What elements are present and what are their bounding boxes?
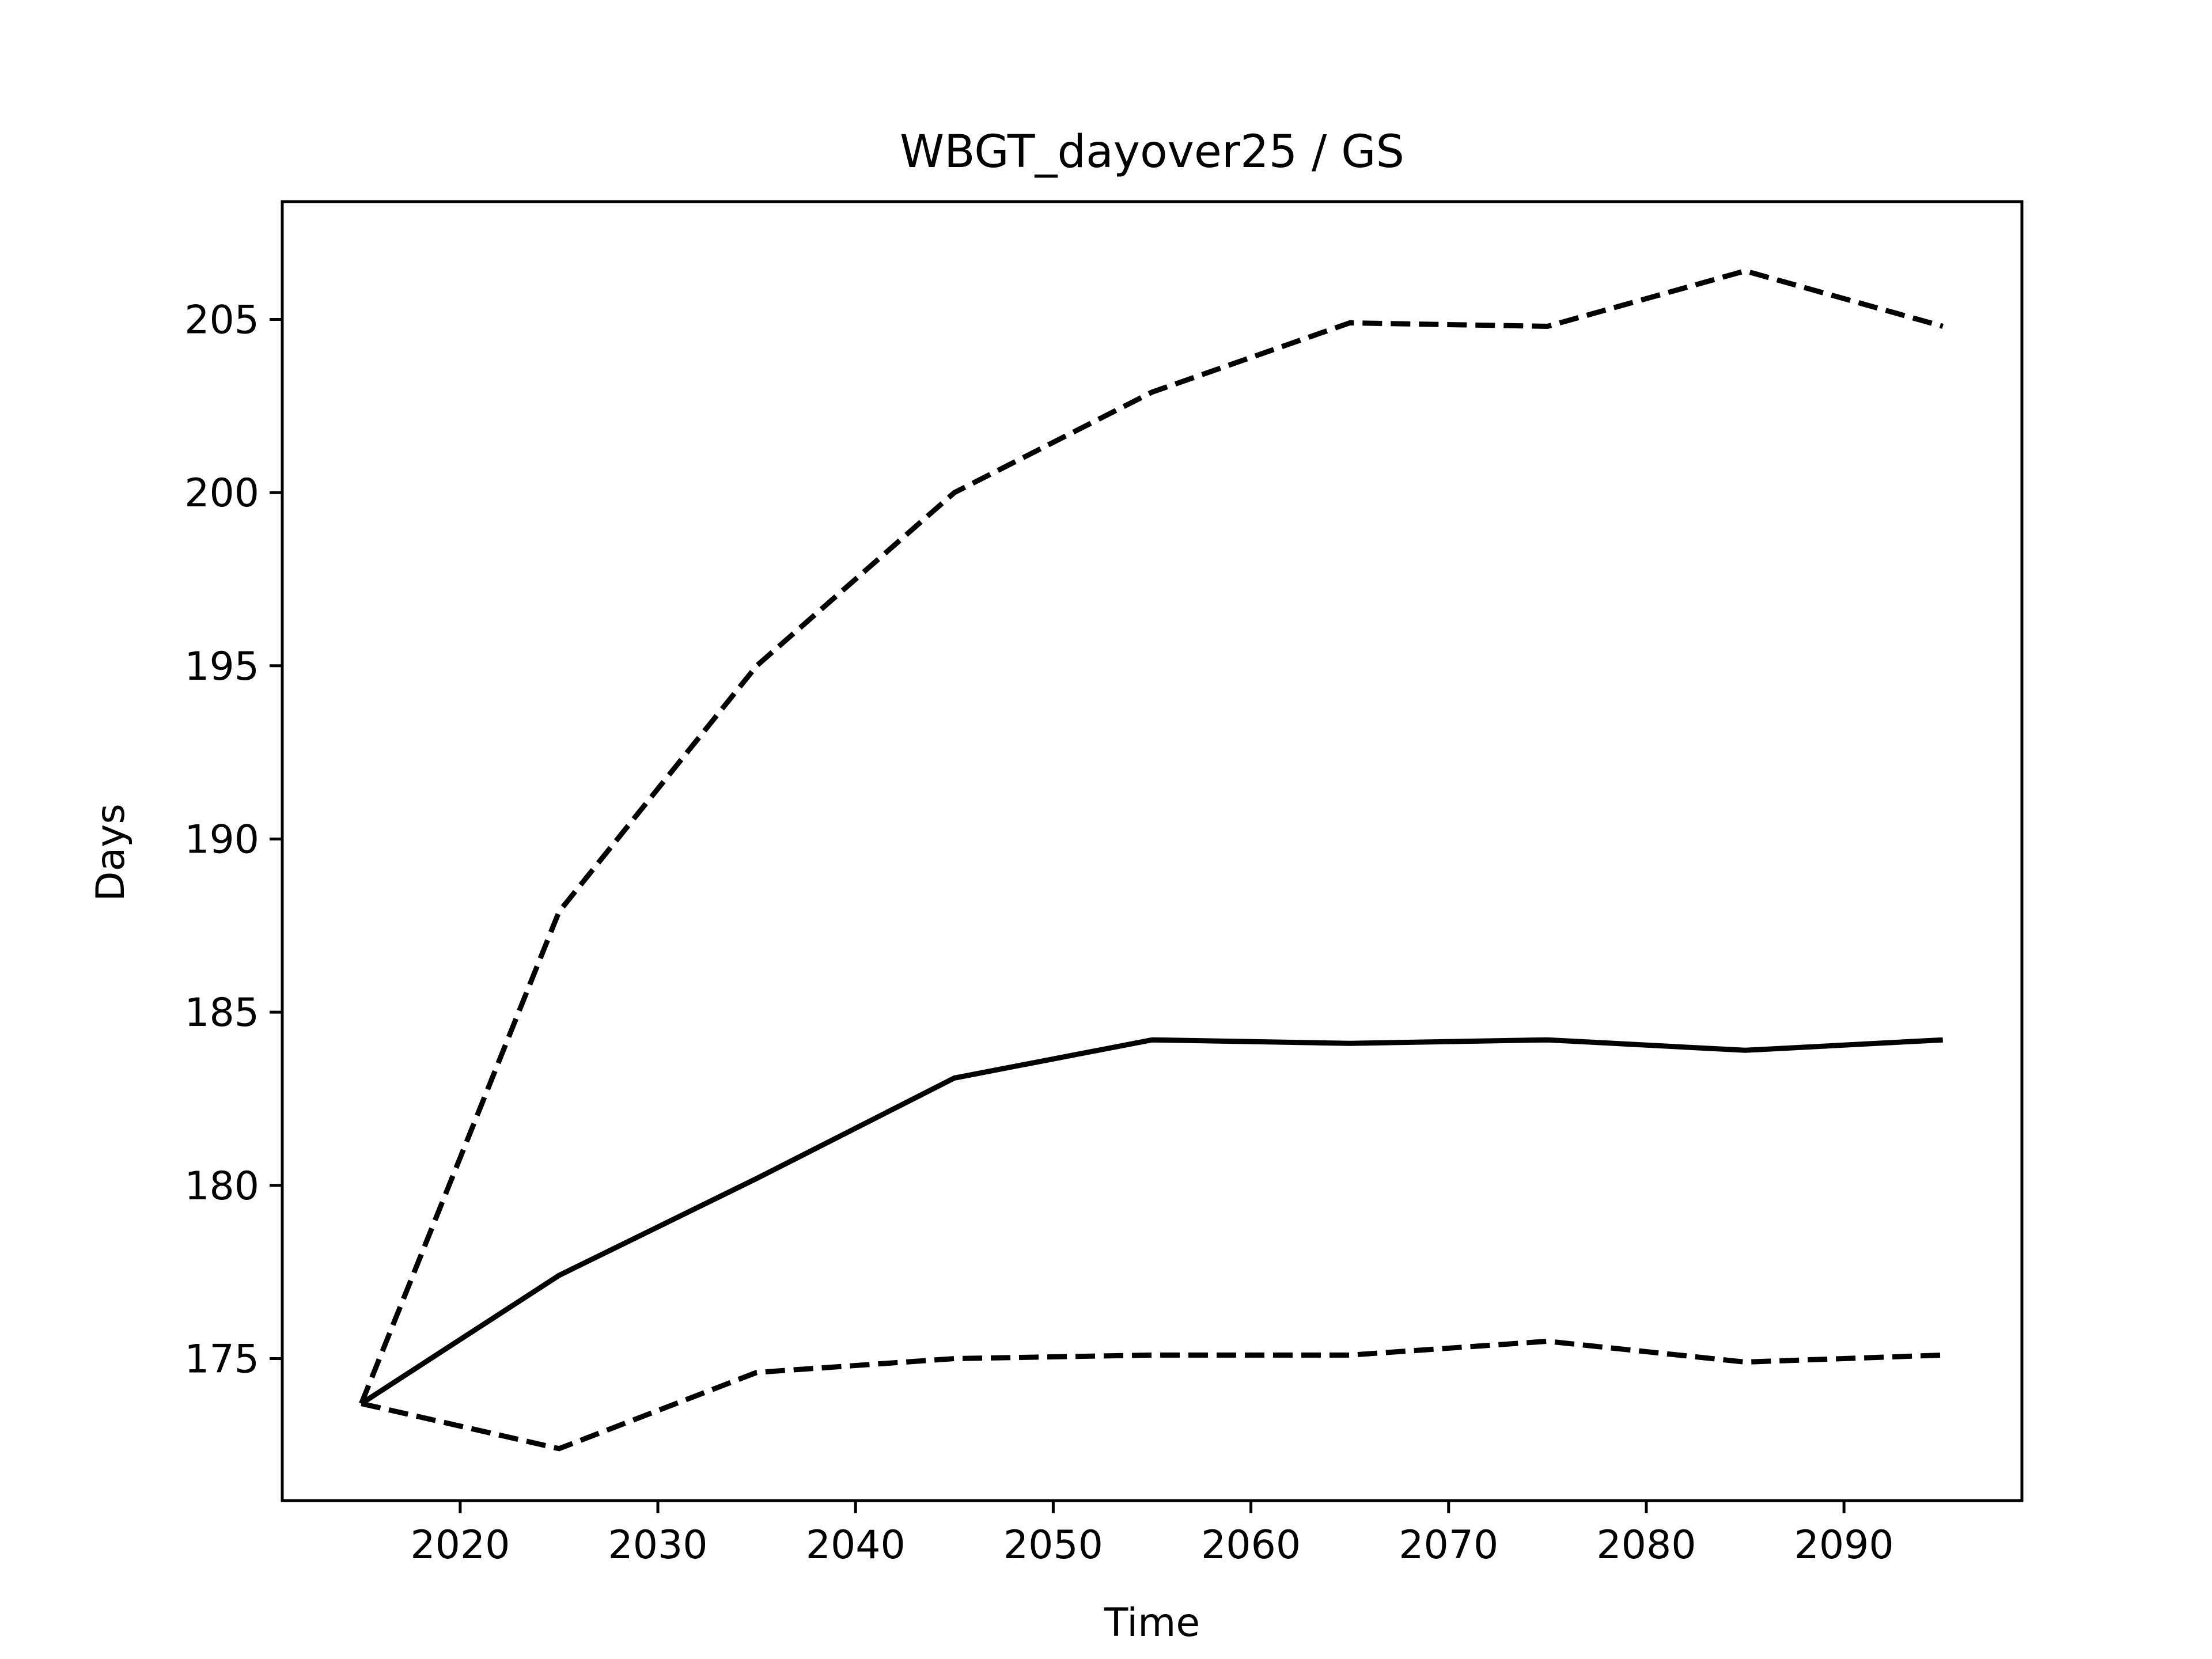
x-axis-label: Time — [1104, 1600, 1200, 1646]
series-layer — [359, 268, 1944, 1452]
y-tick-label: 195 — [184, 644, 259, 690]
y-tick-label: 190 — [184, 817, 259, 862]
y-tick-label: 175 — [184, 1336, 259, 1382]
y-axis-label: Days — [88, 804, 134, 902]
series-line-3-dashed — [361, 1338, 1943, 1452]
y-axis-ticks: 175 180 185 190 195 200 205 — [184, 297, 282, 1382]
y-tick-label: 185 — [184, 990, 259, 1036]
chart-title: WBGT_dayover25 / GS — [900, 126, 1404, 178]
y-tick-label: 200 — [184, 471, 259, 516]
y-tick-label: 205 — [184, 297, 259, 343]
x-tick-label: 2030 — [608, 1522, 708, 1568]
series-line-2-solid — [359, 1037, 1943, 1406]
x-tick-label: 2040 — [806, 1522, 906, 1568]
x-tick-label: 2080 — [1596, 1522, 1696, 1568]
series-line-1-dashed — [359, 268, 1944, 1405]
x-axis-ticks: 2020 2030 2040 2050 2060 2070 2080 2090 — [410, 1501, 1894, 1568]
x-tick-label: 2050 — [1003, 1522, 1103, 1568]
x-tick-label: 2090 — [1794, 1522, 1894, 1568]
x-tick-label: 2020 — [410, 1522, 510, 1568]
x-tick-label: 2070 — [1399, 1522, 1498, 1568]
x-tick-label: 2060 — [1201, 1522, 1301, 1568]
plot-area-frame — [281, 200, 2024, 1502]
y-tick-label: 180 — [184, 1164, 259, 1209]
